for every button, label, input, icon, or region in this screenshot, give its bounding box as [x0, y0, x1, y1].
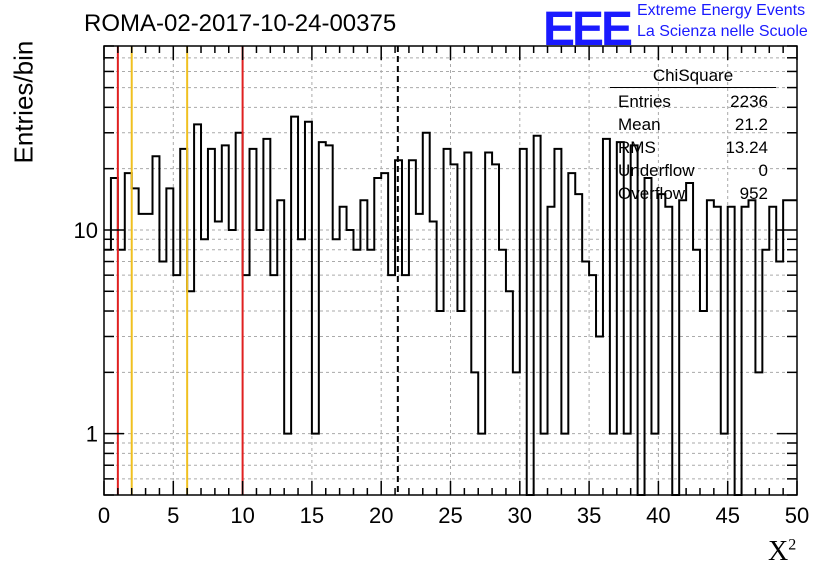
histogram-series: [104, 115, 797, 496]
stats-value: 21.2: [734, 115, 768, 134]
x-tick-label: 20: [369, 503, 393, 528]
x-tick-label: 25: [438, 503, 462, 528]
x-tick-label: 50: [785, 503, 809, 528]
stats-label: Entries: [618, 92, 671, 111]
stats-row-overflow: Overflow 952: [610, 182, 776, 205]
stats-value: 0: [758, 161, 768, 180]
x-tick-label: 35: [577, 503, 601, 528]
axis-ticks: [103, 45, 798, 496]
x-tick-label: 5: [167, 503, 179, 528]
x-tick-label: 40: [646, 503, 670, 528]
stats-label: Mean: [618, 115, 661, 134]
tagline-extreme-energy: Extreme Energy Events: [637, 2, 806, 19]
stats-label: RMS: [618, 138, 656, 157]
y-tick-label: 10: [74, 218, 98, 243]
histogram-outline: [104, 115, 797, 496]
stats-row-underflow: Underflow 0: [610, 159, 776, 182]
x-axis-label: X2: [768, 536, 796, 568]
stats-value: 2236: [730, 92, 768, 111]
reference-lines: [116, 46, 399, 495]
x-axis-label-superscript: 2: [788, 536, 797, 554]
axis-tick-labels: 0 5 10 15 20 25 30 35 40 45 50 1 10: [74, 218, 810, 528]
x-tick-label: 45: [715, 503, 739, 528]
stats-value: 952: [739, 184, 768, 203]
stats-label: Underflow: [618, 161, 695, 180]
stats-row-entries: Entries 2236: [610, 90, 776, 113]
x-tick-label: 15: [300, 503, 324, 528]
stats-row-rms: RMS 13.24: [610, 136, 776, 159]
x-tick-label: 0: [98, 503, 110, 528]
x-axis-label-base: X: [768, 536, 789, 567]
stats-title: ChiSquare: [610, 66, 776, 88]
y-axis-label: Entries/bin: [8, 40, 39, 164]
y-tick-label: 1: [86, 422, 98, 447]
x-tick-label: 10: [230, 503, 254, 528]
stats-value: 13.24: [725, 138, 768, 157]
tagline-scienza: La Scienza nelle Scuole: [637, 23, 808, 40]
grid-lines: [104, 45, 797, 496]
run-title: ROMA-02-2017-10-24-00375: [84, 10, 397, 37]
stats-label: Overflow: [618, 184, 686, 203]
x-tick-label: 30: [508, 503, 532, 528]
stats-row-mean: Mean 21.2: [610, 113, 776, 136]
eee-logo: EEE: [543, 3, 633, 56]
stats-box: ChiSquare Entries 2236 Mean 21.2 RMS 13.24 …: [610, 66, 776, 205]
